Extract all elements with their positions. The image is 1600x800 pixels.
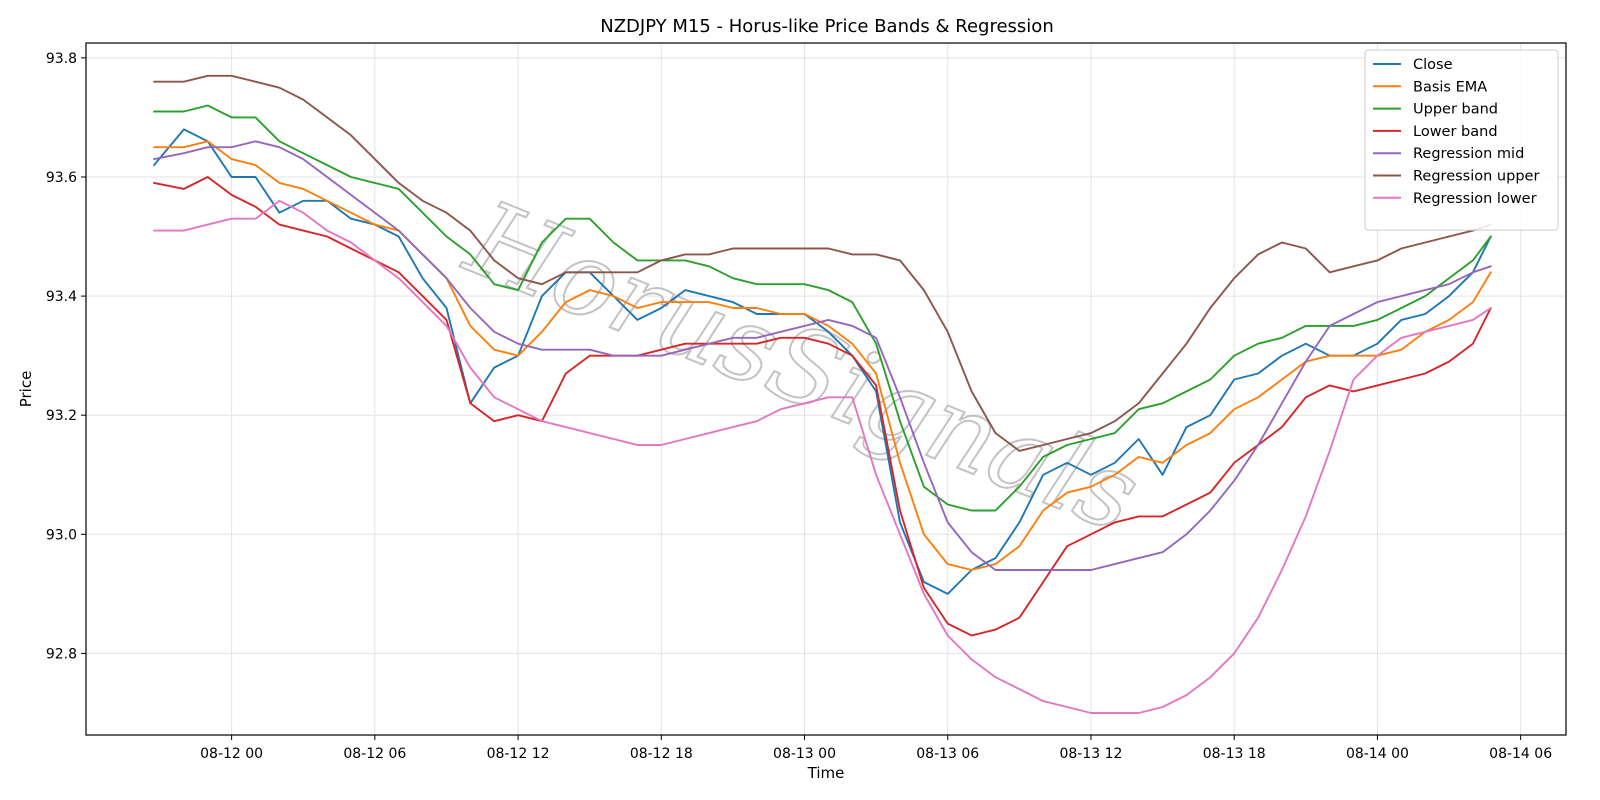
legend-entry: Upper band — [1413, 102, 1498, 118]
x-axis-title: Time — [807, 764, 845, 782]
series-line-5 — [153, 74, 1492, 452]
series-line-0 — [153, 128, 1492, 595]
legend-entry: Close — [1413, 57, 1453, 73]
legend: Close Basis EMA Upper band Lower band Regres… — [1364, 49, 1559, 231]
y-tick-label: 93.8 — [46, 51, 77, 67]
x-tick-label: 08-12 00 — [200, 746, 263, 762]
legend-entry: Basis EMA — [1413, 79, 1487, 95]
y-axis: 92.8 93.0 93.2 93.4 93.6 93.8 — [46, 51, 86, 662]
legend-entry: Regression mid — [1413, 146, 1524, 162]
series-line-3 — [153, 176, 1492, 637]
x-tick-label: 08-13 18 — [1203, 746, 1266, 762]
y-tick-label: 92.8 — [46, 646, 77, 662]
series-line-4 — [153, 140, 1492, 571]
x-tick-label: 08-12 06 — [343, 746, 406, 762]
y-tick-label: 93.4 — [46, 289, 77, 305]
x-tick-label: 08-13 06 — [916, 746, 979, 762]
x-tick-label: 08-14 06 — [1489, 746, 1552, 762]
legend-box — [1364, 49, 1559, 231]
x-tick-label: 08-13 12 — [1059, 746, 1122, 762]
x-tick-label: 08-14 00 — [1346, 746, 1409, 762]
x-tick-label: 08-12 12 — [487, 746, 550, 762]
series-lines — [153, 74, 1492, 714]
chart-title: NZDJPY M15 - Horus-like Price Bands & Re… — [600, 16, 1053, 37]
x-axis: 08-12 00 08-12 06 08-12 12 08-12 18 08-13 00… — [200, 735, 1552, 762]
x-tick-label: 08-12 18 — [630, 746, 693, 762]
series-line-6 — [153, 199, 1492, 714]
plot-frame — [85, 42, 1567, 736]
y-tick-label: 93.0 — [46, 527, 77, 543]
x-tick-label: 08-13 00 — [773, 746, 836, 762]
y-tick-label: 93.2 — [46, 408, 77, 424]
y-tick-label: 93.6 — [46, 170, 77, 186]
legend-entry: Regression upper — [1413, 169, 1539, 185]
series-line-1 — [153, 140, 1492, 571]
series-line-2 — [153, 104, 1492, 512]
legend-entry: Regression lower — [1413, 191, 1537, 207]
legend-entry: Lower band — [1413, 124, 1498, 140]
y-axis-title: Price — [17, 371, 35, 408]
